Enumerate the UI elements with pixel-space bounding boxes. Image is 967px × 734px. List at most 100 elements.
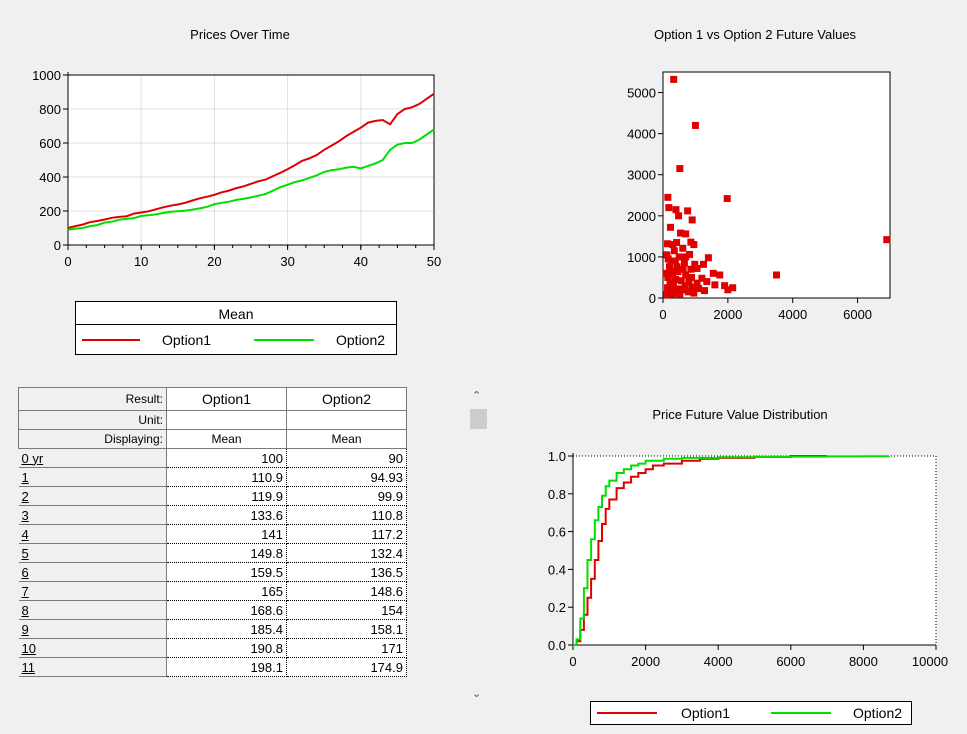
x-tick-label: 0 (64, 254, 71, 269)
cell-option2[interactable]: 171 (286, 638, 407, 658)
scatter-point (690, 241, 698, 249)
unit-cell-option2[interactable] (286, 410, 407, 430)
scroll-up-icon[interactable]: ⌃ (472, 390, 482, 402)
table-vertical-scrollbar[interactable]: ⌃ ⌄ (468, 387, 488, 707)
cell-option2[interactable]: 90 (286, 448, 407, 468)
dist-legend-item-option2: Option2 (771, 705, 902, 721)
cell-option1[interactable]: 168.6 (166, 600, 287, 620)
unit-label: Unit: (18, 410, 167, 430)
cell-option2[interactable]: 132.4 (286, 543, 407, 563)
y-tick-label: 0.2 (548, 600, 566, 615)
row-label[interactable]: 3 (18, 505, 167, 525)
unit-cell-option1[interactable] (166, 410, 287, 430)
scatter-point (670, 75, 678, 83)
x-tick-label: 6000 (776, 654, 805, 669)
y-tick-label: 4000 (627, 127, 656, 142)
row-filler (406, 581, 467, 601)
cell-option2[interactable]: 148.6 (286, 581, 407, 601)
scatter-point (883, 236, 891, 244)
dist-legend-item-option1: Option1 (597, 705, 730, 721)
column-header-option2[interactable]: Option2 (286, 387, 407, 411)
table-row: 6 159.5 136.5 (18, 562, 467, 582)
cell-option2[interactable]: 99.9 (286, 486, 407, 506)
y-tick-label: 0 (649, 291, 656, 306)
cell-option1[interactable]: 119.9 (166, 486, 287, 506)
scroll-down-icon[interactable]: ⌄ (472, 688, 482, 700)
scatter-point (664, 240, 672, 248)
table-row: 7 165 148.6 (18, 581, 467, 601)
option1-swatch (82, 339, 140, 341)
displaying-option1[interactable]: Mean (166, 429, 287, 449)
y-tick-label: 1.0 (548, 449, 566, 464)
row-label[interactable]: 7 (18, 581, 167, 601)
cell-option1[interactable]: 133.6 (166, 505, 287, 525)
cell-option2[interactable]: 117.2 (286, 524, 407, 544)
option2-swatch (254, 339, 314, 341)
scatter-point (724, 286, 732, 294)
displaying-label: Displaying: (18, 429, 167, 449)
row-filler (406, 448, 467, 468)
cell-option2[interactable]: 174.9 (286, 657, 407, 677)
displaying-option2[interactable]: Mean (286, 429, 407, 449)
row-label[interactable]: 8 (18, 600, 167, 620)
row-label[interactable]: 5 (18, 543, 167, 563)
scatter-point (700, 260, 708, 268)
row-label[interactable]: 2 (18, 486, 167, 506)
x-tick-label: 30 (280, 254, 294, 269)
row-label[interactable]: 0 yr (18, 448, 167, 468)
scatter-point (671, 257, 679, 265)
scatter-point (773, 271, 780, 279)
cell-option2[interactable]: 110.8 (286, 505, 407, 525)
row-label[interactable]: 9 (18, 619, 167, 639)
cell-option1[interactable]: 100 (166, 448, 287, 468)
scrollbar-thumb[interactable] (470, 409, 487, 429)
row-label[interactable]: 11 (18, 657, 167, 677)
column-header-option1[interactable]: Option1 (166, 387, 287, 411)
table-row: 8 168.6 154 (18, 600, 467, 620)
cell-option1[interactable]: 185.4 (166, 619, 287, 639)
cell-option1[interactable]: 165 (166, 581, 287, 601)
cell-option2[interactable]: 158.1 (286, 619, 407, 639)
option1-swatch (597, 712, 657, 714)
y-tick-label: 3000 (627, 168, 656, 183)
row-label[interactable]: 6 (18, 562, 167, 582)
scatter-point (690, 289, 698, 297)
distribution-legend: Option1 Option2 (590, 701, 912, 725)
result-label: Result: (18, 387, 167, 411)
legend-item-option2: Option2 (254, 332, 385, 348)
distribution-chart-title: Price Future Value Distribution (652, 407, 828, 422)
scatter-point (723, 195, 731, 203)
legend-label-option2: Option2 (336, 332, 386, 348)
row-filler (406, 505, 467, 525)
scatter-point (665, 263, 673, 271)
cell-option1[interactable]: 149.8 (166, 543, 287, 563)
cell-option1[interactable]: 159.5 (166, 562, 287, 582)
cell-option2[interactable]: 136.5 (286, 562, 407, 582)
cell-option1[interactable]: 198.1 (166, 657, 287, 677)
cell-option1[interactable]: 110.9 (166, 467, 287, 487)
row-label[interactable]: 4 (18, 524, 167, 544)
prices-legend: Mean Option1 Option2 (75, 301, 397, 355)
row-label[interactable]: 1 (18, 467, 167, 487)
row-filler (406, 638, 467, 658)
cell-option1[interactable]: 141 (166, 524, 287, 544)
scatter-point (709, 269, 717, 277)
row-filler (406, 600, 467, 620)
scatter-point (701, 287, 709, 295)
scatter-plot-area (662, 71, 891, 299)
scatter-point (682, 271, 690, 279)
scatter-point (679, 244, 687, 252)
scatter-point (666, 278, 674, 286)
dist-legend-label-option1: Option1 (681, 705, 731, 721)
cell-option2[interactable]: 94.93 (286, 467, 407, 487)
cell-option2[interactable]: 154 (286, 600, 407, 620)
scatter-point (664, 273, 672, 281)
scatter-point (721, 282, 729, 290)
dist-legend-label-option2: Option2 (853, 705, 903, 721)
table-row: 1 110.9 94.93 (18, 467, 467, 487)
scatter-point (672, 276, 680, 284)
row-label[interactable]: 10 (18, 638, 167, 658)
cell-option1[interactable]: 190.8 (166, 638, 287, 658)
scatter-point (687, 265, 695, 273)
scatter-point (670, 247, 678, 255)
